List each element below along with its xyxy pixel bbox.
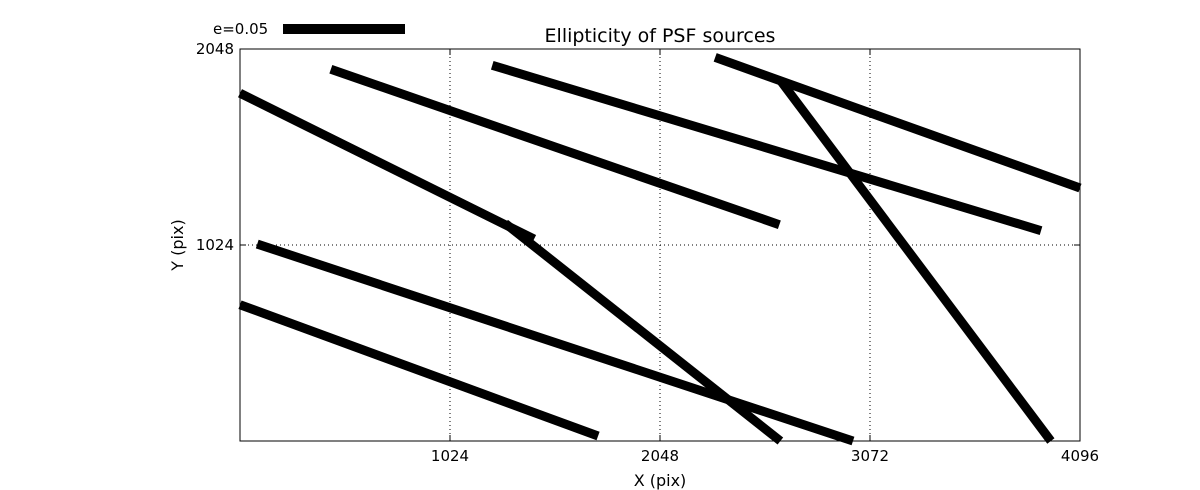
legend: e=0.05 <box>213 20 405 38</box>
legend-label: e=0.05 <box>213 20 268 38</box>
ellipticity-whisker <box>502 219 784 445</box>
x-tick-label: 2048 <box>641 447 679 465</box>
y-axis-label: Y (pix) <box>168 219 187 271</box>
ellipticity-whisker <box>490 60 1043 235</box>
y-tick-label: 2048 <box>196 40 234 58</box>
ellipticity-whisker <box>713 53 1082 193</box>
x-tick-label: 4096 <box>1061 447 1099 465</box>
ellipticity-whisker <box>329 65 781 229</box>
ellipticity-whisker <box>238 300 600 441</box>
grid-lines <box>240 48 1081 441</box>
x-axis-label: X (pix) <box>634 471 687 490</box>
ellipticity-whisker <box>776 77 1055 444</box>
axis-ticks: 1024 2048 3072 4096 1024 2048 <box>196 40 1099 465</box>
chart-title: Ellipticity of PSF sources <box>545 25 776 47</box>
ellipticity-whisker <box>238 89 537 244</box>
x-tick-label: 3072 <box>851 447 889 465</box>
ellipticity-whisker <box>255 239 855 446</box>
y-tick-label: 1024 <box>196 236 234 254</box>
x-tick-label: 1024 <box>431 447 469 465</box>
ellipticity-whiskers <box>238 53 1082 446</box>
